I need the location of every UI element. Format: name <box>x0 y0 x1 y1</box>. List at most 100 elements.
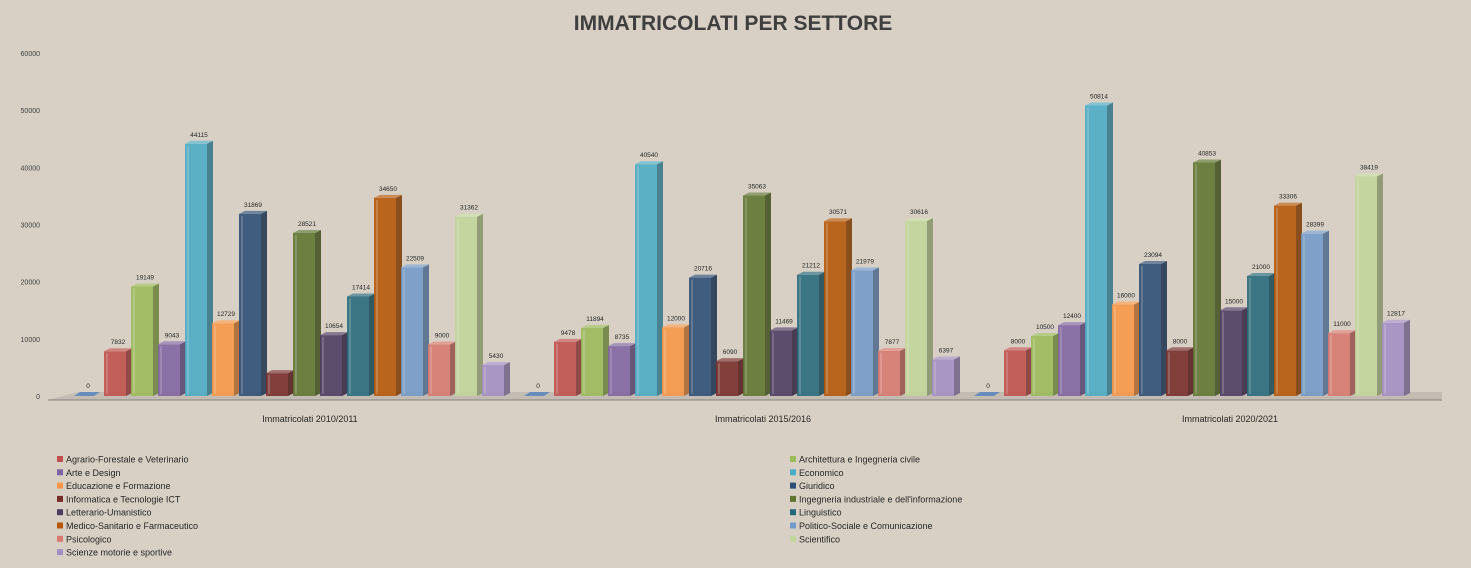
bar-highlight <box>583 330 585 394</box>
bar-top <box>1382 319 1410 323</box>
bar-front <box>374 197 396 396</box>
zero-bar <box>974 392 1000 396</box>
bar-front <box>1004 350 1026 396</box>
bar <box>401 264 429 396</box>
data-label: 12729 <box>217 311 235 318</box>
bar-highlight <box>376 199 378 394</box>
data-label: 17414 <box>352 284 370 291</box>
bar-side <box>900 347 906 396</box>
legend-item: Letterario-Umanistico <box>57 508 152 518</box>
bar-front <box>1328 333 1350 396</box>
bar-side <box>126 348 132 396</box>
bar-highlight <box>295 234 297 394</box>
bar-top <box>1139 260 1167 264</box>
legend: Agrario-Forestale e Veterinario Architett… <box>57 455 962 558</box>
bar-top <box>878 347 906 351</box>
bar-front <box>932 359 954 396</box>
legend-item: Politico-Sociale e Comunicazione <box>790 521 933 531</box>
bar-top <box>770 327 798 331</box>
bar <box>104 348 132 396</box>
data-label: 31869 <box>244 202 262 209</box>
bar-top <box>320 332 348 336</box>
data-label: 38419 <box>1360 164 1378 171</box>
legend-swatch <box>790 469 796 476</box>
bar-side <box>342 332 348 396</box>
bar-highlight <box>691 279 693 394</box>
bar-front <box>455 216 477 396</box>
bar <box>1112 301 1140 396</box>
bar-side <box>657 161 663 396</box>
bar <box>320 332 348 396</box>
bar-side <box>684 324 690 396</box>
bar-highlight <box>1330 335 1332 394</box>
bar-side <box>792 327 798 396</box>
bar <box>689 274 717 396</box>
zero-bar <box>524 392 550 396</box>
legend-item: Scientifico <box>790 534 840 544</box>
bar-highlight <box>664 329 666 394</box>
bar-side <box>504 361 510 396</box>
data-label: 11894 <box>586 316 604 323</box>
y-tick-label: 20000 <box>21 280 41 287</box>
bar-highlight <box>853 272 855 394</box>
bar-side <box>288 370 294 396</box>
bar-highlight <box>187 145 189 394</box>
bar-front <box>716 361 738 396</box>
bar-front <box>131 286 153 396</box>
legend-item: Linguistico <box>790 508 842 518</box>
bar-front <box>905 220 927 396</box>
bar <box>266 370 294 396</box>
legend-swatch <box>57 495 63 502</box>
data-label: 30616 <box>910 209 928 216</box>
bar-side <box>180 341 186 396</box>
legend-item: Psicologico <box>57 534 112 544</box>
bar-side <box>873 267 879 396</box>
bar-top <box>1193 159 1221 163</box>
legend-swatch <box>790 456 796 462</box>
bar <box>1220 307 1248 396</box>
bar-top <box>797 271 825 275</box>
bar-highlight <box>934 361 936 394</box>
data-label: 0 <box>536 383 540 390</box>
legend-label: Agrario-Forestale e Veterinario <box>66 455 189 465</box>
legend-label: Ingegneria industriale e dell'informazio… <box>799 494 962 504</box>
bar-highlight <box>1276 207 1278 394</box>
bar-highlight <box>1006 352 1008 394</box>
bar-front <box>266 373 288 396</box>
bar-highlight <box>1303 235 1305 394</box>
legend-label: Scienze motorie e sportive <box>66 548 172 558</box>
bar-front <box>1301 233 1323 396</box>
bar-highlight <box>799 276 801 394</box>
legend-item: Medico-Sanitario e Farmaceutico <box>57 521 198 531</box>
bar-front <box>158 344 180 396</box>
bar <box>608 343 636 396</box>
bar-side <box>1134 301 1140 396</box>
bar-front <box>1112 304 1134 396</box>
bar <box>374 194 402 396</box>
data-label: 22509 <box>406 255 424 262</box>
data-label: 20716 <box>694 266 712 273</box>
legend-swatch <box>57 469 63 476</box>
bar <box>1139 260 1167 396</box>
data-label: 33306 <box>1279 194 1297 201</box>
bar-top <box>905 217 933 221</box>
data-label: 9043 <box>165 332 180 339</box>
bar-highlight <box>1357 178 1359 394</box>
bar-side <box>765 192 771 396</box>
bar <box>1166 347 1194 396</box>
bar-side <box>1161 260 1167 396</box>
data-label: 12400 <box>1063 313 1081 320</box>
bar-side <box>234 320 240 396</box>
legend-item: Architettura e Ingegneria civile <box>790 455 920 465</box>
bar-front <box>824 221 846 396</box>
y-tick-label: 40000 <box>21 165 41 172</box>
bar-front <box>1085 105 1107 396</box>
bar <box>185 140 213 396</box>
data-label: 11000 <box>1333 321 1351 328</box>
bar-highlight <box>241 215 243 394</box>
bar <box>581 325 609 396</box>
bar-side <box>576 338 582 396</box>
bar-highlight <box>1114 306 1116 394</box>
bar-side <box>1215 159 1221 396</box>
bar-top <box>1058 322 1086 326</box>
